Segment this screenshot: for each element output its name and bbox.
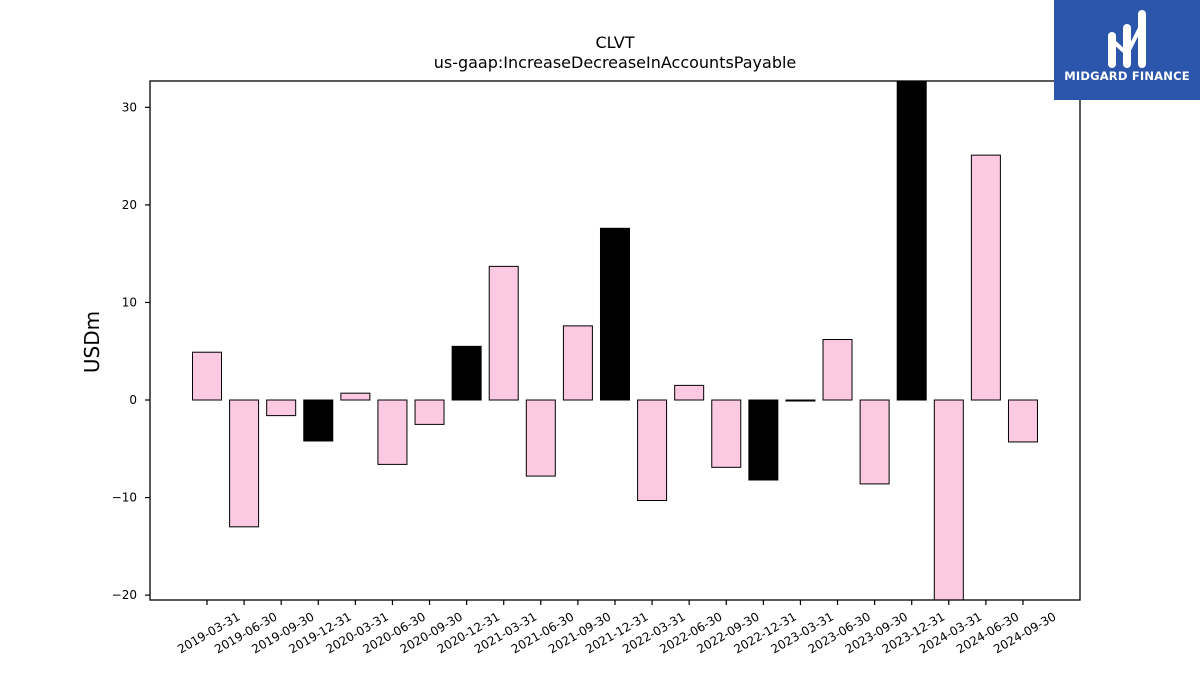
- y-tick-label: −20: [112, 588, 137, 602]
- y-tick-label: −10: [112, 491, 137, 505]
- bar-2024-09-30: [1007, 399, 1038, 443]
- bar-2020-06-30: [377, 399, 408, 465]
- bar-2021-09-30: [562, 325, 593, 401]
- bar-2021-06-30: [525, 399, 556, 477]
- bar-2023-09-30: [859, 399, 890, 485]
- y-tick-label: 30: [122, 100, 137, 114]
- brand-name: MIDGARD FINANCE: [1064, 69, 1190, 83]
- bar-2023-03-31: [785, 399, 816, 402]
- chart-subtitle: us-gaap:IncreaseDecreaseInAccountsPayabl…: [434, 53, 797, 72]
- bar-2019-03-31: [192, 351, 222, 401]
- bar-2024-03-31: [933, 399, 964, 601]
- y-tick-label: 10: [122, 295, 137, 309]
- bar-2022-12-31: [748, 399, 779, 481]
- bar-2020-12-31: [451, 345, 482, 401]
- bar-2021-03-31: [488, 265, 519, 401]
- bar-2020-03-31: [340, 392, 371, 401]
- bar-2021-12-31: [599, 227, 630, 401]
- bars-layer: [192, 80, 1038, 601]
- chart-title: CLVT: [595, 33, 634, 52]
- y-tick-label: 20: [122, 198, 137, 212]
- bar-2023-12-31: [896, 80, 927, 401]
- brand-logo: MIDGARD FINANCE: [1054, 0, 1200, 100]
- bar-2022-03-31: [637, 399, 668, 501]
- bar-2023-06-30: [822, 339, 853, 401]
- bar-2019-12-31: [303, 399, 334, 442]
- bar-2019-06-30: [229, 399, 260, 528]
- bar-2020-09-30: [414, 399, 445, 425]
- bar-2022-06-30: [674, 384, 705, 401]
- midgard-logo-icon: [1108, 10, 1146, 68]
- y-tick-label: 0: [129, 393, 137, 407]
- bar-2024-06-30: [970, 154, 1001, 401]
- bar-2019-09-30: [266, 399, 297, 417]
- bar-2022-09-30: [711, 399, 742, 468]
- y-axis-label: USDm: [80, 311, 104, 373]
